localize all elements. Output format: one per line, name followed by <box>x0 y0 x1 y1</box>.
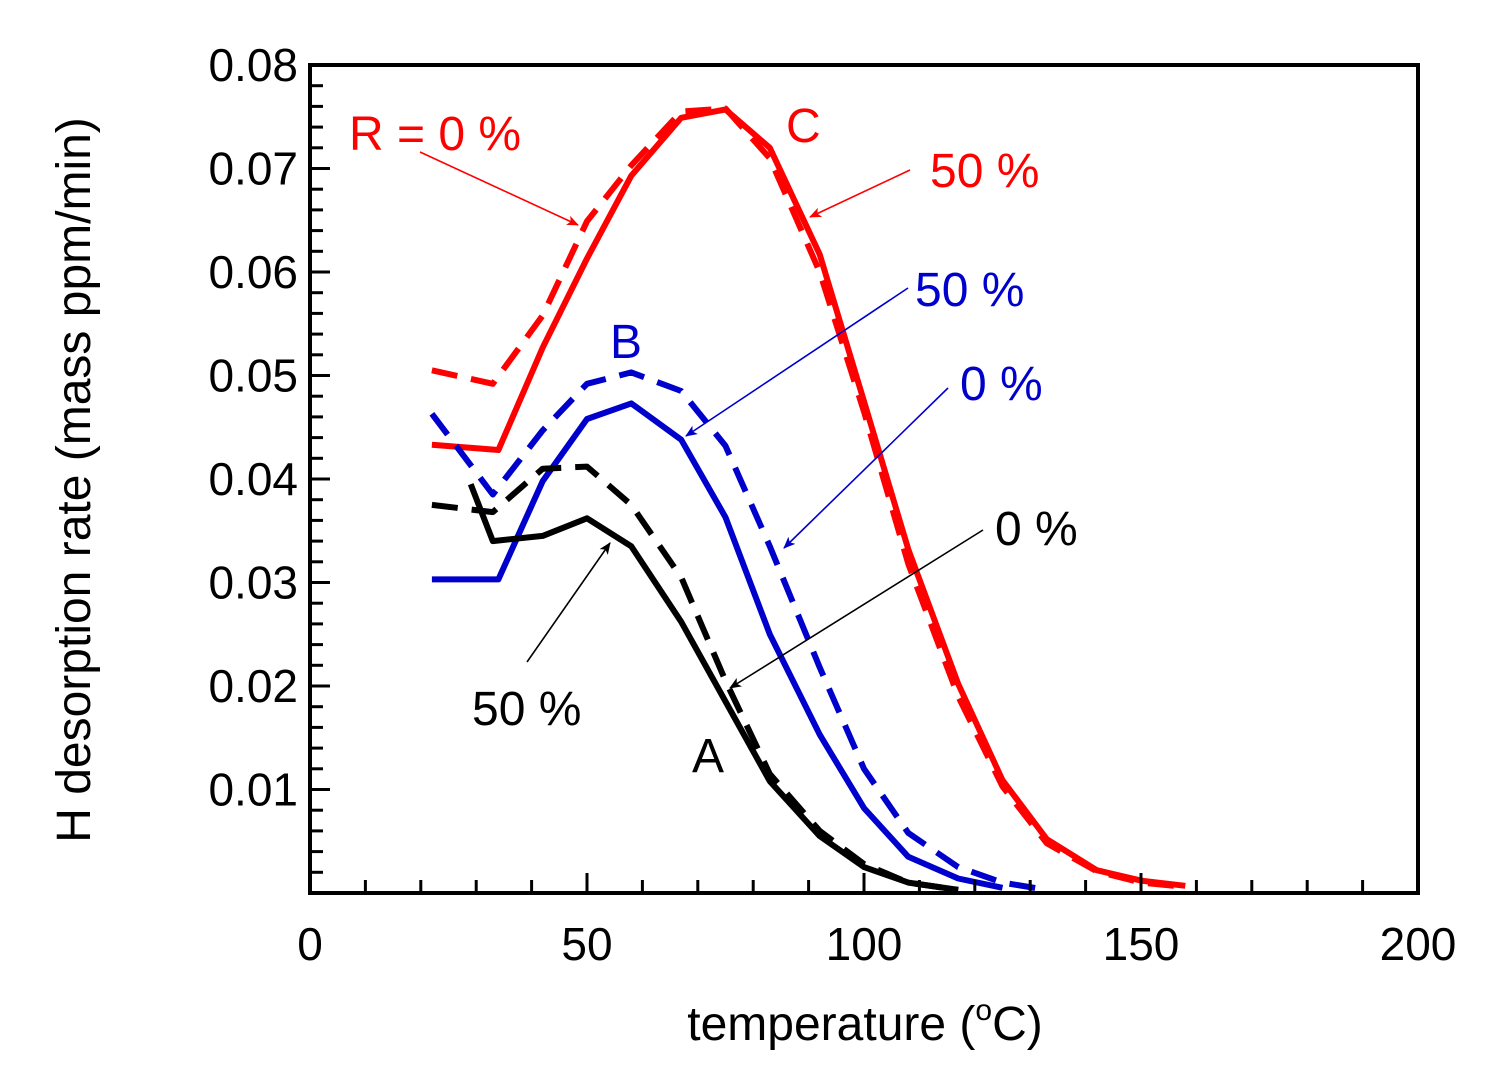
y-tick-label: 0.06 <box>208 246 298 298</box>
x-tick-label: 200 <box>1380 918 1457 970</box>
annotation-c-label: C <box>786 100 821 153</box>
annotation-0-black: 0 % <box>995 503 1078 556</box>
series-line-2 <box>431 400 1004 891</box>
x-tick-label: 150 <box>1103 918 1180 970</box>
y-tick-label: 0.02 <box>208 660 298 712</box>
y-tick-label: 0.07 <box>208 143 298 195</box>
arrow-black-50 <box>526 542 611 663</box>
x-axis-title: temperature (oC) <box>687 994 1042 1051</box>
arrow-blue-0 <box>783 387 949 549</box>
annotation-50-black: 50 % <box>472 683 581 736</box>
x-tick-label: 0 <box>297 918 323 970</box>
x-tick-label: 50 <box>561 918 612 970</box>
arrow-red-50 <box>809 169 911 218</box>
y-tick-label: 0.01 <box>208 764 298 816</box>
arrow-black-0 <box>729 529 984 689</box>
series-line-5 <box>431 463 959 893</box>
series-line-3 <box>429 369 1048 893</box>
y-tick-label: 0.05 <box>208 350 298 402</box>
annotation-0-blue: 0 % <box>960 358 1043 411</box>
series-line-0 <box>431 106 1186 889</box>
annotation-50-blue: 50 % <box>915 264 1024 317</box>
annotation-50-red: 50 % <box>930 145 1039 198</box>
annotation-a-label: A <box>692 730 724 783</box>
ticks-layer <box>310 84 1365 893</box>
x-tick-label: 100 <box>826 918 903 970</box>
arrow-blue-50 <box>685 287 909 437</box>
series-line-1 <box>431 105 1186 890</box>
annotation-arrows <box>419 151 984 689</box>
annotation-r0-red: R = 0 % <box>349 108 521 161</box>
y-axis-title: H desorption rate (mass ppm/min) <box>48 117 101 843</box>
series-line-4 <box>467 483 959 893</box>
annotation-b-label: B <box>610 316 642 369</box>
ticklabels-layer: 0 50 100 150 200 0.01 0.02 0.03 0.04 0.05 0.06 0.07… <box>208 39 1456 970</box>
series-layer <box>429 105 1186 893</box>
arrow-red-r0 <box>419 151 579 226</box>
y-tick-label: 0.04 <box>208 453 298 505</box>
y-tick-label: 0.08 <box>208 39 298 91</box>
y-tick-label: 0.03 <box>208 557 298 609</box>
